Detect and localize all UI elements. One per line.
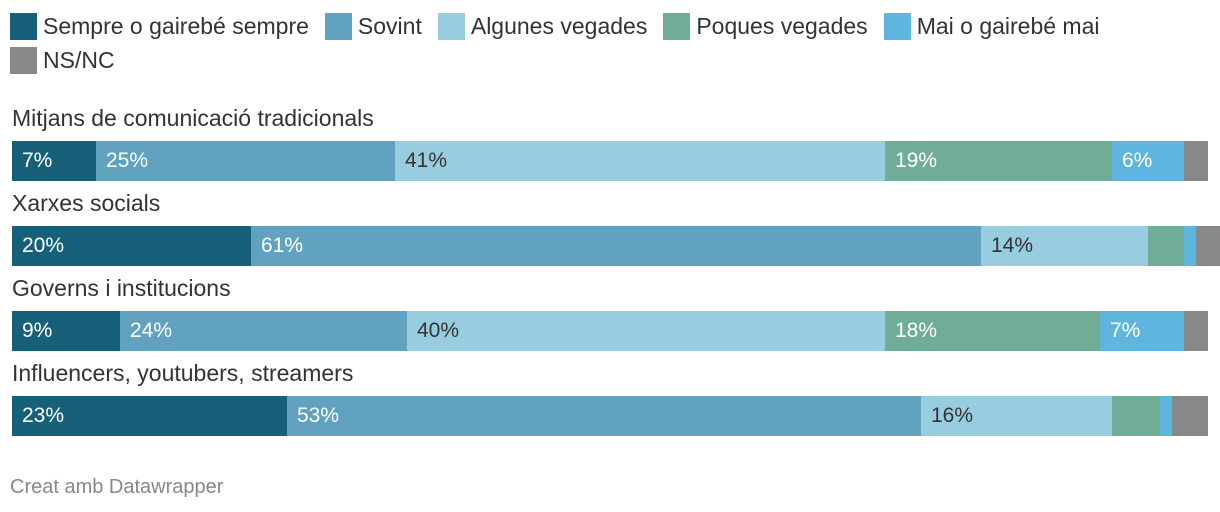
data-label: 18%	[895, 319, 938, 342]
stacked-bar: 9% 24% 40% 18% 7%	[12, 311, 1208, 351]
bar-segment[interactable]: 20%	[12, 226, 251, 266]
data-label: 7%	[1110, 319, 1141, 342]
bar-group: Xarxes socials 20% 61% 14%	[12, 189, 1220, 266]
bar-segment[interactable]: 25%	[96, 141, 395, 181]
bar-segment[interactable]	[1112, 396, 1160, 436]
legend-swatch	[663, 12, 691, 40]
data-label: 19%	[895, 149, 938, 172]
bar-segment[interactable]: 19%	[885, 141, 1112, 181]
legend-swatch	[10, 12, 37, 40]
bar-segment[interactable]: 40%	[407, 311, 885, 351]
stacked-bar: 20% 61% 14%	[12, 226, 1220, 266]
bar-segment[interactable]	[1184, 226, 1196, 266]
data-label: 9%	[22, 319, 53, 342]
bar-segment[interactable]: 41%	[395, 141, 885, 181]
data-label: 6%	[1122, 149, 1153, 172]
legend-swatch	[10, 46, 37, 74]
bar-group: Mitjans de comunicació tradicionals 7% 25%…	[12, 104, 1208, 181]
bar-segment[interactable]: 9%	[12, 311, 120, 351]
bar-segment[interactable]: 18%	[885, 311, 1100, 351]
data-label: 25%	[106, 149, 149, 172]
legend-label: Algunes vegades	[470, 12, 648, 39]
data-label: 14%	[991, 234, 1034, 257]
legend-swatch	[883, 12, 911, 40]
data-label: 41%	[405, 149, 448, 172]
data-label: 40%	[417, 319, 460, 342]
bar-segment[interactable]	[1196, 226, 1220, 266]
bar-segment[interactable]: 6%	[1112, 141, 1184, 181]
bar-segment[interactable]: 7%	[12, 141, 96, 181]
bar-segment[interactable]	[1148, 226, 1184, 266]
legend-label: NS/NC	[43, 46, 115, 73]
stacked-bar: 7% 25% 41% 19% 6%	[12, 141, 1208, 181]
data-label: 20%	[22, 234, 65, 257]
data-label: 24%	[130, 319, 173, 342]
legend-item: Algunes vegades	[437, 12, 648, 40]
data-label: 7%	[22, 149, 53, 172]
bar-segment[interactable]: 23%	[12, 396, 287, 436]
bar-segment[interactable]: 7%	[1100, 311, 1184, 351]
category-label: Mitjans de comunicació tradicionals	[12, 105, 374, 131]
legend-item: Sovint	[324, 12, 422, 40]
legend-swatch	[437, 12, 465, 40]
datawrapper-credit[interactable]: Creat amb Datawrapper	[10, 476, 224, 498]
stacked-bar: 23% 53% 16%	[12, 396, 1208, 436]
bar-segment[interactable]: 53%	[287, 396, 921, 436]
bar-segment[interactable]	[1172, 396, 1208, 436]
bar-group: Governs i institucions 9% 24% 40% 18% 7%	[12, 274, 1208, 351]
legend-label: Poques vegades	[696, 12, 868, 39]
category-label: Xarxes socials	[12, 190, 161, 216]
category-label: Governs i institucions	[12, 275, 231, 301]
legend-item: NS/NC	[10, 46, 115, 74]
bar-segment[interactable]	[1184, 141, 1208, 181]
legend-item: Mai o gairebé mai	[883, 12, 1100, 40]
legend-swatch	[324, 12, 352, 40]
legend-item: Sempre o gairebé sempre	[10, 12, 309, 40]
data-label: 61%	[261, 234, 304, 257]
data-label: 16%	[931, 404, 974, 427]
bar-segment[interactable]	[1160, 396, 1172, 436]
data-label: 53%	[297, 404, 340, 427]
category-label: Influencers, youtubers, streamers	[12, 360, 354, 386]
legend-label: Sempre o gairebé sempre	[43, 12, 309, 39]
legend-item: Poques vegades	[663, 12, 868, 40]
bar-segment[interactable]: 14%	[981, 226, 1148, 266]
bar-segment[interactable]: 24%	[120, 311, 407, 351]
bar-segment[interactable]: 16%	[921, 396, 1112, 436]
bar-group: Influencers, youtubers, streamers 23% 53% 1…	[12, 359, 1208, 436]
legend-label: Mai o gairebé mai	[916, 12, 1100, 39]
bar-segment[interactable]: 61%	[251, 226, 981, 266]
bar-segment[interactable]	[1184, 311, 1208, 351]
legend-label: Sovint	[357, 12, 422, 39]
data-label: 23%	[22, 404, 65, 427]
chart-legend: Sempre o gairebé sempre Sovint Algunes veg…	[10, 12, 1190, 74]
